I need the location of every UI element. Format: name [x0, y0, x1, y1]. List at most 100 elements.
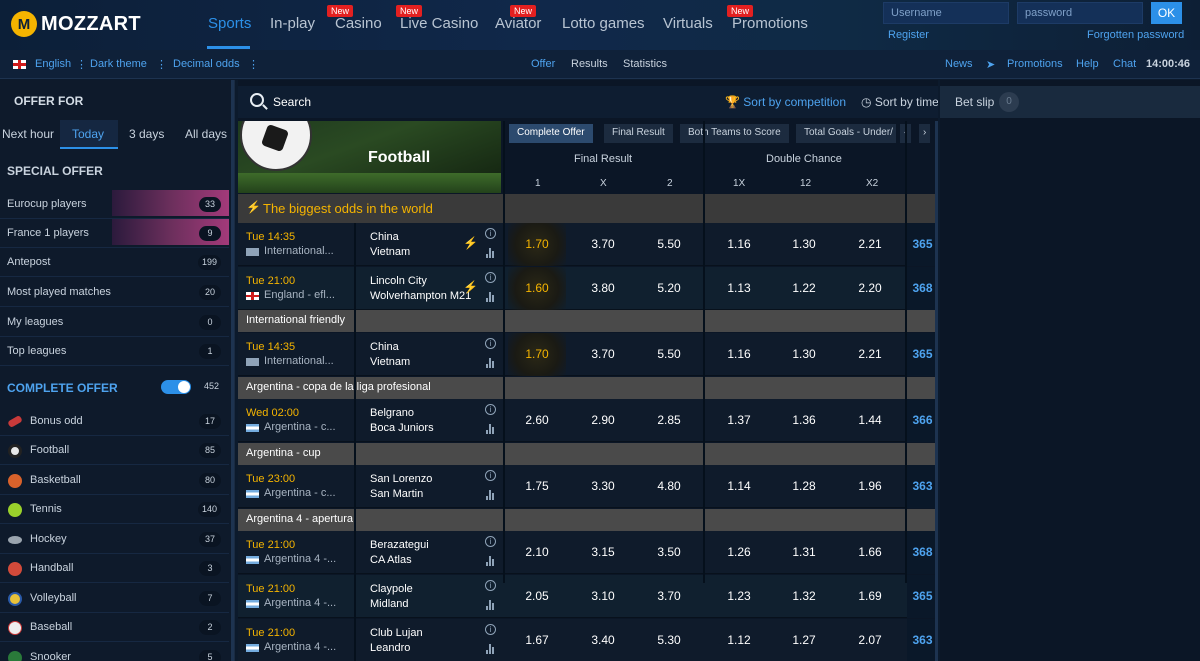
news-link[interactable]: News	[945, 58, 973, 70]
tab-next-hour[interactable]: Next hour	[2, 127, 55, 141]
info-icon[interactable]: i	[485, 272, 496, 283]
info-icon[interactable]: i	[485, 470, 496, 481]
away-team[interactable]: Vietnam	[370, 356, 411, 368]
results-link[interactable]: Results	[571, 58, 608, 70]
odd-button[interactable]: 2.90	[591, 413, 615, 427]
odd-button[interactable]: 2.20	[858, 281, 882, 295]
chat-link[interactable]: Chat	[1113, 58, 1137, 70]
stats-icon[interactable]	[486, 644, 496, 654]
away-team[interactable]: CA Atlas	[370, 554, 412, 566]
sidebar-item-basketball[interactable]: Basketball 80	[0, 466, 229, 495]
sidebar-item-bonus-odd[interactable]: Bonus odd 17	[0, 407, 229, 436]
info-icon[interactable]: i	[485, 536, 496, 547]
sidebar-item-volleyball[interactable]: Volleyball 7	[0, 584, 229, 613]
sort-by-time[interactable]: ◷ Sort by time	[861, 95, 938, 109]
odd-button[interactable]: 3.50	[657, 545, 681, 559]
away-team[interactable]: Midland	[370, 598, 409, 610]
odd-button[interactable]: 2.60	[525, 413, 549, 427]
sidebar-scrollbar[interactable]	[231, 80, 234, 661]
odd-button[interactable]: 5.50	[657, 347, 681, 361]
odd-button[interactable]: 1.67	[525, 633, 549, 647]
odd-button[interactable]: 3.30	[591, 479, 615, 493]
odd-button[interactable]: 1.12	[727, 633, 751, 647]
home-team[interactable]: Berazategui	[370, 539, 429, 551]
more-bets-button[interactable]: 365	[907, 333, 938, 376]
odd-button[interactable]: 1.37	[727, 413, 751, 427]
odd-button[interactable]: 1.36	[792, 413, 816, 427]
away-team[interactable]: San Martin	[370, 488, 424, 500]
odd-button[interactable]: 2.10	[525, 545, 549, 559]
nav-live-casino[interactable]: Live Casino	[400, 15, 479, 32]
odd-button[interactable]: 1.44	[858, 413, 882, 427]
sidebar-item-baseball[interactable]: Baseball 2	[0, 613, 229, 642]
tab-total-goals[interactable]: Total Goals - Under/	[796, 124, 896, 143]
league-header[interactable]: Argentina 4 - apertura	[238, 509, 938, 531]
odd-button[interactable]: 1.28	[792, 479, 816, 493]
away-team[interactable]: Vietnam	[370, 246, 411, 258]
home-team[interactable]: Belgrano	[370, 407, 415, 419]
odd-button[interactable]: 4.80	[657, 479, 681, 493]
odd-button[interactable]: 1.32	[792, 589, 816, 603]
sidebar-item-handball[interactable]: Handball 3	[0, 554, 229, 583]
odd-button[interactable]: 3.10	[591, 589, 615, 603]
home-team[interactable]: China	[370, 341, 399, 353]
forgot-password-link[interactable]: Forgotten password	[1087, 29, 1185, 41]
nav-casino[interactable]: Casino	[335, 15, 382, 32]
language-selector[interactable]: English	[35, 58, 72, 70]
nav-inplay[interactable]: In-play	[270, 15, 316, 32]
nav-aviator[interactable]: Aviator	[495, 15, 542, 32]
tab-today[interactable]: Today	[72, 127, 105, 141]
odd-button[interactable]: 3.70	[591, 237, 615, 251]
sidebar-item-antepost[interactable]: Antepost 199	[0, 248, 229, 277]
away-team[interactable]: Leandro	[370, 642, 411, 654]
sidebar-item-eurocup[interactable]: Eurocup players 33	[0, 190, 229, 219]
more-bets-button[interactable]: 365	[907, 223, 938, 266]
odd-button[interactable]: 1.60	[525, 281, 549, 295]
odd-button[interactable]: 2.05	[525, 589, 549, 603]
sidebar-item-football[interactable]: Football 85	[0, 436, 229, 465]
away-team[interactable]: Boca Juniors	[370, 422, 434, 434]
username-input[interactable]: Username	[883, 2, 1009, 24]
main-scrollbar[interactable]	[935, 121, 938, 661]
league-header[interactable]: Argentina - cup	[238, 443, 938, 465]
odd-button[interactable]: 1.96	[858, 479, 882, 493]
info-icon[interactable]: i	[485, 624, 496, 635]
sidebar-item-top-leagues[interactable]: Top leagues 1	[0, 337, 229, 366]
tab-final-result[interactable]: Final Result	[604, 124, 673, 143]
odd-button[interactable]: 1.26	[727, 545, 751, 559]
odd-button[interactable]: 3.80	[591, 281, 615, 295]
sort-by-competition[interactable]: 🏆 Sort by competition	[725, 95, 846, 109]
theme-selector[interactable]: Dark theme	[90, 58, 147, 70]
odd-button[interactable]: 5.20	[657, 281, 681, 295]
mozzart-logo[interactable]: M MOZZART	[11, 11, 141, 37]
odd-button[interactable]: 1.30	[792, 237, 816, 251]
help-link[interactable]: Help	[1076, 58, 1099, 70]
odd-button[interactable]: 3.70	[657, 589, 681, 603]
home-team[interactable]: China	[370, 231, 399, 243]
stats-icon[interactable]	[486, 248, 496, 258]
info-icon[interactable]: i	[485, 404, 496, 415]
stats-icon[interactable]	[486, 600, 496, 610]
statistics-link[interactable]: Statistics	[623, 58, 668, 70]
sidebar-item-my-leagues[interactable]: My leagues 0	[0, 308, 229, 337]
register-link[interactable]: Register	[888, 29, 929, 41]
odd-button[interactable]: 2.07	[858, 633, 882, 647]
login-ok-button[interactable]: OK	[1151, 2, 1182, 24]
odd-button[interactable]: 3.40	[591, 633, 615, 647]
tab-all-days[interactable]: All days	[185, 127, 228, 141]
odd-button[interactable]: 1.70	[525, 347, 549, 361]
odd-button[interactable]: 1.22	[792, 281, 816, 295]
odd-button[interactable]: 3.15	[591, 545, 615, 559]
odd-button[interactable]: 1.70	[525, 237, 549, 251]
stats-icon[interactable]	[486, 292, 496, 302]
sidebar-item-france[interactable]: France 1 players 9	[0, 219, 229, 248]
odd-button[interactable]: 5.30	[657, 633, 681, 647]
bet-slip-header[interactable]: Bet slip 0	[940, 86, 1200, 118]
odd-button[interactable]: 1.31	[792, 545, 816, 559]
odd-button[interactable]: 1.30	[792, 347, 816, 361]
password-input[interactable]: password	[1017, 2, 1143, 24]
nav-promotions[interactable]: Promotions	[732, 15, 808, 32]
promotions-link[interactable]: Promotions	[1007, 58, 1063, 70]
info-icon[interactable]: i	[485, 338, 496, 349]
offer-link[interactable]: Offer	[531, 58, 556, 70]
